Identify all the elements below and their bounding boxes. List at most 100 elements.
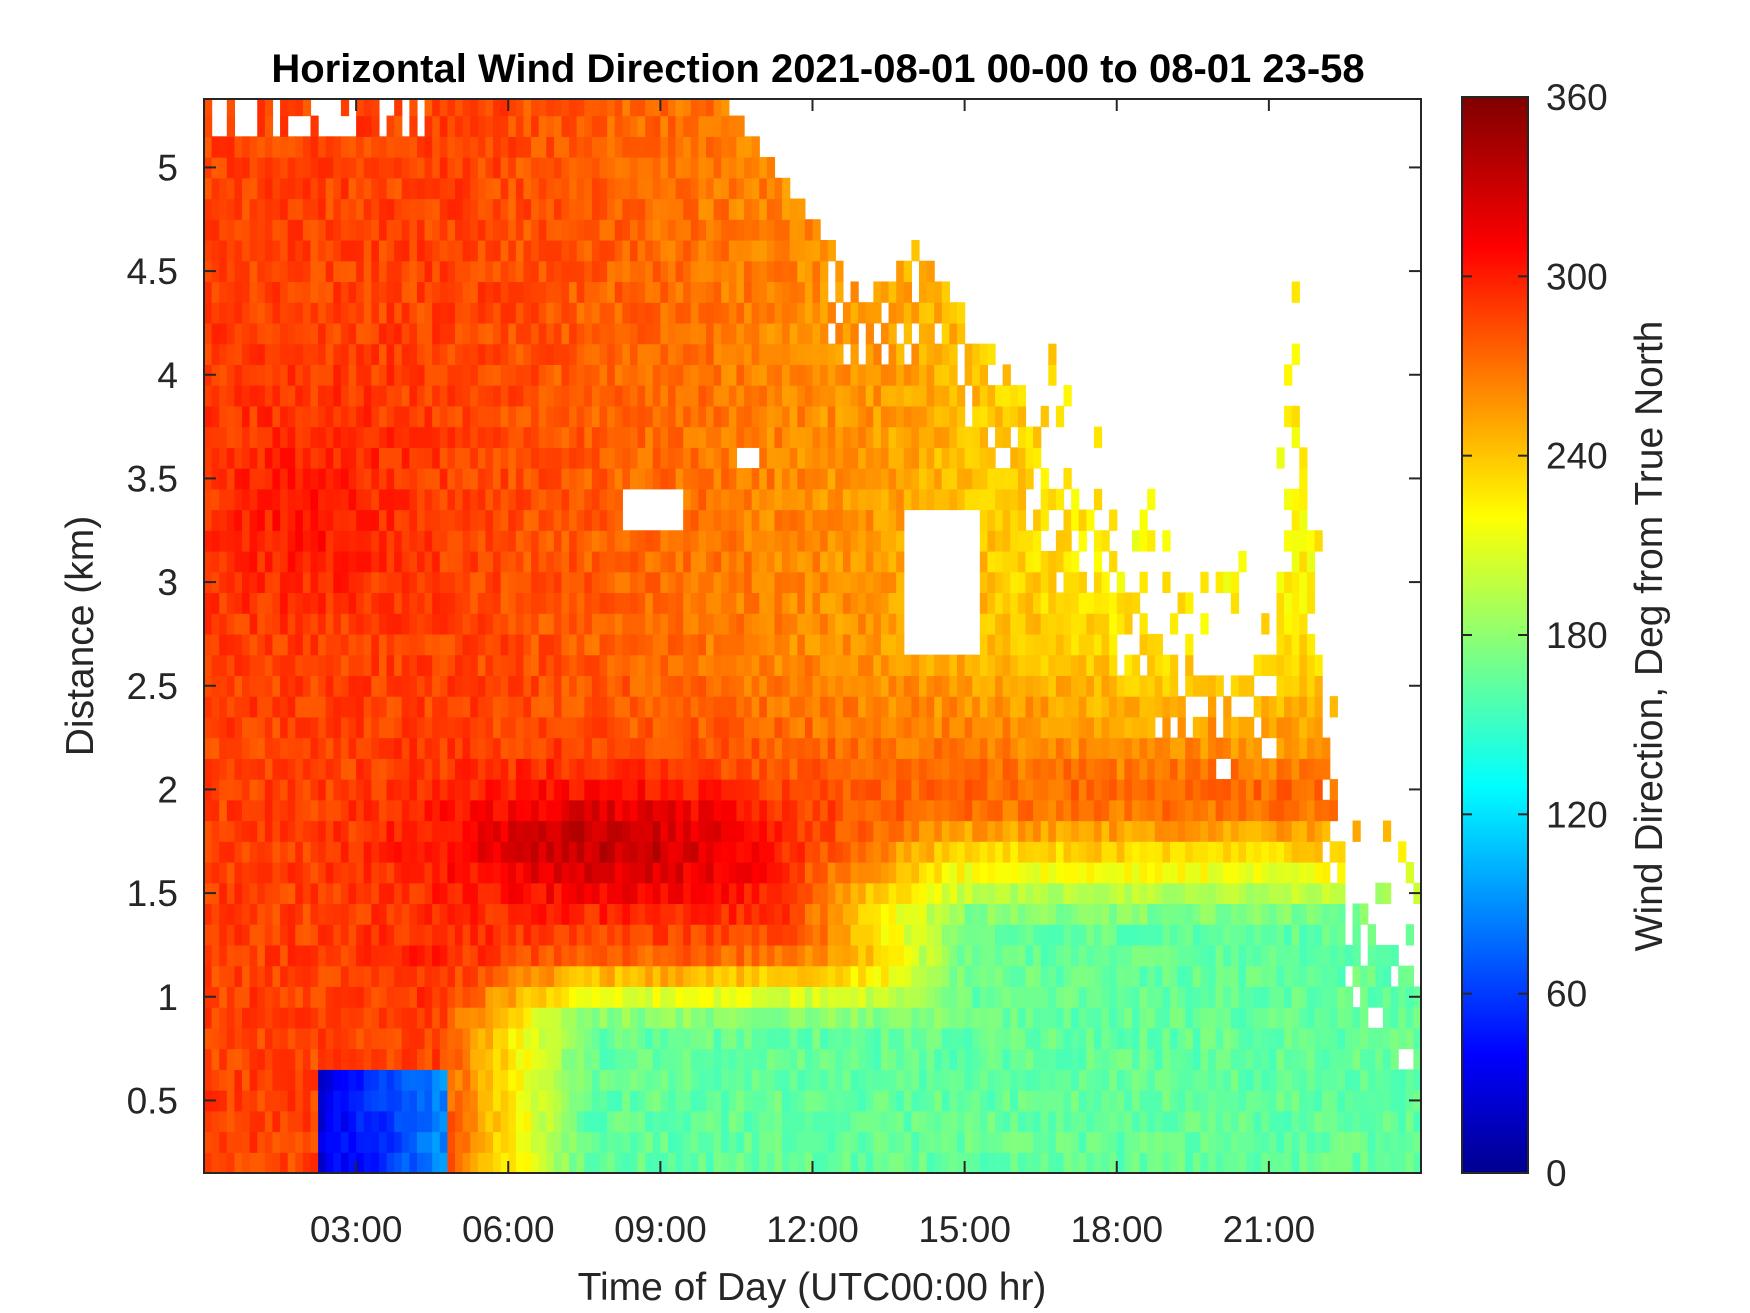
heatmap-cell — [599, 862, 608, 884]
heatmap-cell — [432, 716, 441, 739]
heatmap-cell — [607, 385, 616, 407]
heatmap-cell — [766, 716, 776, 739]
heatmap-cell — [363, 488, 372, 511]
heatmap-cell — [812, 1027, 821, 1050]
heatmap-cell — [477, 779, 487, 801]
heatmap-cell — [850, 592, 859, 614]
heatmap-cell — [728, 177, 738, 200]
heatmap-cell — [683, 1027, 692, 1050]
heatmap-cell — [782, 1069, 791, 1091]
heatmap-cell — [591, 157, 601, 179]
heatmap-cell — [880, 1069, 890, 1091]
heatmap-cell — [751, 1027, 760, 1050]
heatmap-cell — [356, 260, 365, 283]
heatmap-cell — [728, 1110, 738, 1133]
heatmap-cell — [318, 1152, 327, 1174]
heatmap-cell — [242, 468, 251, 490]
heatmap-cell — [477, 1152, 487, 1174]
heatmap-cell — [416, 799, 426, 822]
heatmap-cell — [721, 157, 730, 179]
heatmap-cell — [911, 799, 920, 822]
heatmap-cell — [736, 177, 745, 200]
heatmap-cell — [896, 1027, 905, 1050]
heatmap-cell — [242, 882, 251, 905]
heatmap-cell — [941, 1007, 951, 1029]
heatmap-cell — [918, 1069, 928, 1091]
heatmap-cell — [470, 799, 479, 822]
heatmap-cell — [911, 1152, 920, 1174]
heatmap-cell — [888, 322, 897, 345]
heatmap-cell — [880, 882, 890, 905]
heatmap-cell — [979, 1048, 989, 1070]
heatmap-cell — [500, 1152, 509, 1174]
heatmap-cell — [979, 986, 989, 1008]
heatmap-cell — [660, 758, 669, 780]
heatmap-cell — [614, 260, 623, 283]
heatmap-cell — [812, 1090, 821, 1112]
heatmap-cell — [242, 488, 251, 511]
heatmap-cell — [873, 882, 882, 905]
heatmap-cell — [911, 758, 920, 780]
heatmap-cell — [607, 115, 616, 137]
heatmap-cell — [835, 799, 844, 822]
heatmap-cell — [477, 115, 487, 137]
heatmap-cell — [287, 613, 296, 635]
heatmap-cell — [333, 530, 342, 552]
heatmap-cell — [842, 1110, 852, 1133]
heatmap-cell — [219, 1069, 228, 1091]
heatmap-cell — [759, 799, 768, 822]
heatmap-cell — [683, 779, 692, 801]
heatmap-cell — [264, 447, 274, 469]
heatmap-cell — [690, 820, 700, 842]
heatmap-cell — [424, 385, 433, 407]
heatmap-cell — [287, 530, 296, 552]
heatmap-cell — [858, 965, 867, 987]
heatmap-cell — [432, 550, 441, 573]
heatmap-cell — [804, 343, 814, 365]
heatmap-cell — [804, 322, 814, 345]
heatmap-cell — [683, 592, 692, 614]
heatmap-cell — [591, 654, 601, 676]
heatmap-cell — [538, 571, 547, 594]
heatmap-cell — [690, 944, 700, 967]
heatmap-cell — [599, 820, 608, 842]
heatmap-cell — [515, 696, 525, 718]
heatmap-cell — [531, 1007, 540, 1029]
heatmap-cell — [485, 1069, 494, 1091]
heatmap-cell — [348, 1110, 357, 1133]
heatmap-cell — [553, 1069, 563, 1091]
heatmap-cell — [348, 799, 357, 822]
heatmap-cell — [744, 820, 753, 842]
heatmap-cell — [515, 903, 525, 925]
heatmap-cell — [850, 841, 859, 863]
heatmap-cell — [888, 675, 897, 697]
heatmap-cell — [394, 488, 403, 511]
heatmap-cell — [318, 675, 327, 697]
heatmap-cell — [804, 509, 814, 531]
heatmap-cell — [264, 1007, 274, 1029]
heatmap-cell — [447, 675, 456, 697]
heatmap-cell — [751, 696, 760, 718]
heatmap-cell — [797, 447, 806, 469]
heatmap-cell — [957, 965, 966, 987]
heatmap-cell — [827, 1152, 836, 1174]
heatmap-cell — [462, 426, 471, 448]
heatmap-cell — [911, 654, 920, 676]
heatmap-cell — [660, 219, 669, 241]
heatmap-cell — [477, 364, 487, 386]
heatmap-cell — [896, 862, 905, 884]
heatmap-cell — [310, 157, 319, 179]
heatmap-cell — [979, 426, 989, 448]
heatmap-cell — [462, 385, 471, 407]
heatmap-cell — [211, 405, 220, 428]
heatmap-cell — [439, 509, 448, 531]
heatmap-cell — [409, 1152, 418, 1174]
heatmap-cell — [569, 882, 578, 905]
heatmap-cell — [561, 613, 570, 635]
heatmap-cell — [416, 468, 426, 490]
heatmap-cell — [858, 882, 867, 905]
heatmap-cell — [842, 799, 852, 822]
heatmap-cell — [964, 737, 973, 759]
heatmap-cell — [546, 696, 555, 718]
heatmap-cell — [979, 820, 989, 842]
